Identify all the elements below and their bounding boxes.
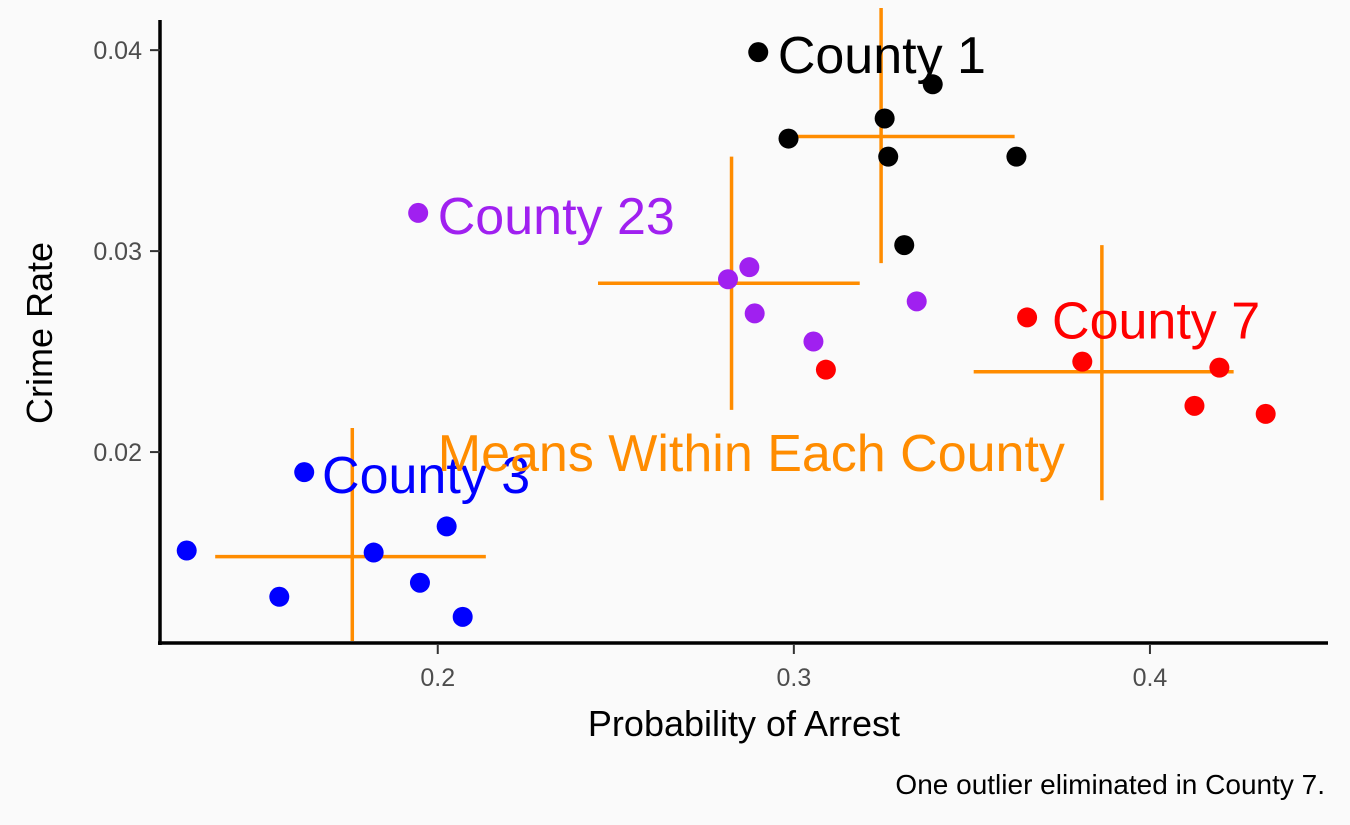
x-tick-label: 0.2	[420, 664, 455, 692]
y-tick-label: 0.04	[93, 37, 142, 65]
data-point	[409, 572, 430, 593]
data-points	[176, 42, 1276, 627]
county-label: County 1	[778, 27, 986, 85]
data-point	[778, 128, 799, 149]
y-tick-label: 0.03	[93, 238, 142, 266]
x-axis-title: Probability of Arrest	[588, 703, 900, 744]
axis-ticks: 0.2 0.3 0.4 0.02 0.03 0.04	[93, 37, 1167, 692]
data-point	[717, 269, 738, 290]
data-point	[744, 303, 765, 324]
data-point	[894, 235, 915, 256]
data-point	[294, 462, 315, 483]
county-label: County 3	[322, 447, 530, 505]
data-point	[1255, 403, 1276, 424]
data-point	[1184, 395, 1205, 416]
y-axis-title: Crime Rate	[19, 242, 60, 424]
data-point	[452, 606, 473, 627]
data-point	[1209, 357, 1230, 378]
data-point	[803, 331, 824, 352]
x-tick-label: 0.4	[1133, 664, 1168, 692]
y-tick-label: 0.02	[93, 439, 142, 467]
data-point	[176, 540, 197, 561]
data-point	[1017, 307, 1038, 328]
county-label: County 7	[1052, 292, 1260, 350]
data-point	[1072, 351, 1093, 372]
data-point	[906, 291, 927, 312]
data-point	[922, 74, 943, 95]
data-point	[269, 586, 290, 607]
means-annotation: Means Within Each County	[438, 425, 1065, 483]
chart-caption: One outlier eliminated in County 7.	[895, 769, 1325, 800]
county-labels: County 1 County 23 County 7 County 3	[322, 27, 1260, 505]
x-tick-label: 0.3	[776, 664, 811, 692]
data-point	[878, 146, 899, 167]
data-point	[1006, 146, 1027, 167]
data-point	[408, 202, 429, 223]
data-point	[363, 542, 384, 563]
data-point	[739, 257, 760, 278]
county-label: County 23	[438, 188, 675, 246]
data-point	[815, 359, 836, 380]
data-point	[748, 42, 769, 63]
data-point	[436, 516, 457, 537]
data-point	[874, 108, 895, 129]
